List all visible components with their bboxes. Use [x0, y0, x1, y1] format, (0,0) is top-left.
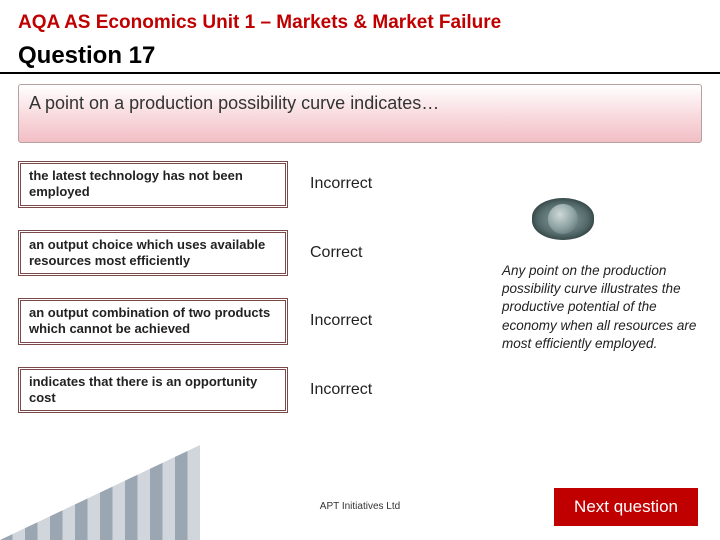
question-number: Question 17: [0, 38, 720, 74]
coin-icon: [532, 198, 594, 240]
next-question-button[interactable]: Next question: [554, 488, 698, 526]
page-title: AQA AS Economics Unit 1 – Markets & Mark…: [0, 0, 720, 38]
explanation-text: Any point on the production possibility …: [502, 262, 700, 353]
answer-result: Incorrect: [310, 175, 400, 193]
answer-option-c[interactable]: an output combination of two products wh…: [18, 298, 288, 345]
decorative-wedge: [0, 445, 200, 540]
question-text: A point on a production possibility curv…: [18, 84, 702, 143]
answer-option-a[interactable]: the latest technology has not been emplo…: [18, 161, 288, 208]
answer-result: Incorrect: [310, 381, 400, 399]
answer-row: indicates that there is an opportunity c…: [18, 367, 702, 414]
answer-option-d[interactable]: indicates that there is an opportunity c…: [18, 367, 288, 414]
answer-result: Correct: [310, 244, 400, 262]
answer-option-b[interactable]: an output choice which uses available re…: [18, 230, 288, 277]
answer-row: the latest technology has not been emplo…: [18, 161, 702, 208]
answer-result: Incorrect: [310, 312, 400, 330]
